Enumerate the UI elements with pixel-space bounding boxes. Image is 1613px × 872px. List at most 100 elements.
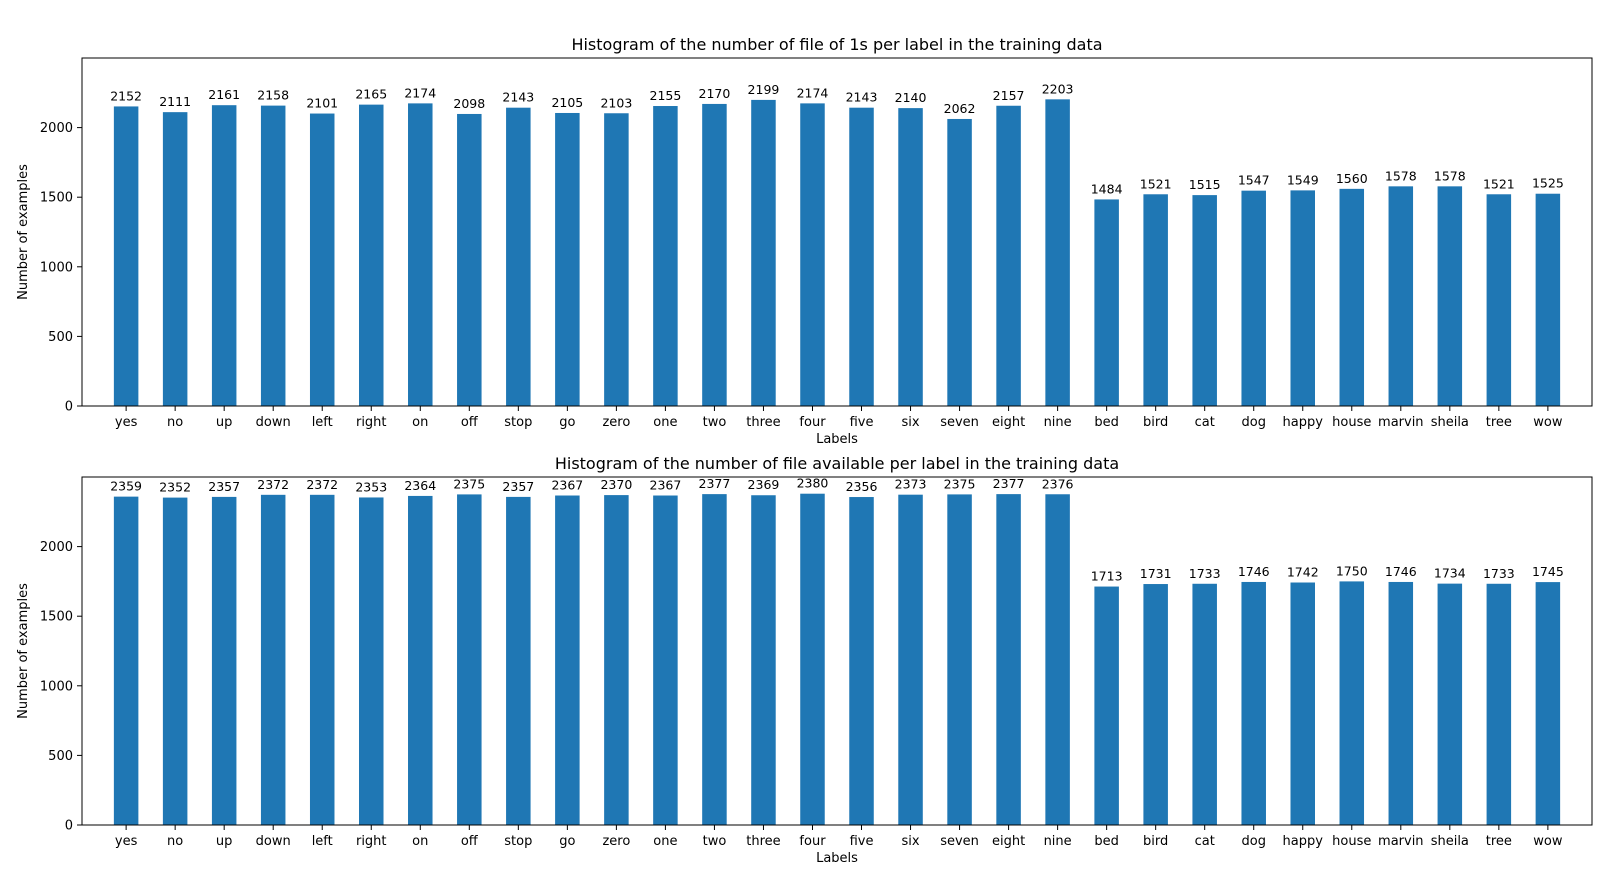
chart-1-data-label-dog: 1547	[1238, 173, 1270, 188]
chart-1-data-label-happy: 1549	[1287, 172, 1319, 187]
chart-2-bar-house	[1339, 581, 1365, 825]
chart-2-bar-no	[162, 497, 188, 825]
chart-2-x-tick-label-six: six	[902, 834, 920, 849]
chart-1-bar-stop	[506, 107, 531, 406]
chart-2-bar-yes	[113, 496, 139, 825]
chart-1-bar-five	[849, 107, 874, 406]
chart-1-x-tick-label-bed: bed	[1094, 415, 1119, 430]
chart-2-data-label-house: 1750	[1336, 563, 1368, 578]
chart-1-x-tick-label-zero: zero	[602, 415, 630, 430]
chart-1-data-label-house: 1560	[1336, 171, 1368, 186]
chart-1-bar-go	[555, 112, 580, 406]
chart-2-bar-stop	[506, 496, 531, 825]
chart-2-bar-nine	[1045, 494, 1070, 825]
chart-1-x-tick-label-bird: bird	[1143, 415, 1168, 430]
chart-2-data-label-tree: 1733	[1483, 566, 1515, 581]
chart-2-bar-five	[849, 497, 874, 825]
chart-1-x-tick-label-cat: cat	[1195, 415, 1215, 430]
chart-1-bar-happy	[1290, 190, 1315, 406]
chart-2-data-label-no: 2352	[159, 480, 191, 495]
chart-2-x-tick-label-down: down	[256, 834, 291, 849]
chart-2-data-label-on: 2364	[404, 478, 436, 493]
chart-2-bar-on	[408, 495, 433, 825]
chart-2-data-label-eight: 2377	[993, 476, 1025, 491]
chart-2-bar-two	[702, 494, 727, 825]
chart-1-data-label-on: 2174	[404, 85, 436, 100]
chart-2-bar-seven	[947, 494, 972, 825]
chart-1-x-tick-label-one: one	[653, 415, 677, 430]
chart-2-bar-happy	[1290, 582, 1315, 825]
chart-1-y-axis-label: Number of examples	[16, 164, 31, 300]
chart-2-x-tick-label-go: go	[559, 834, 575, 849]
chart-1-bar-house	[1339, 188, 1365, 406]
chart-2-x-tick-label-wow: wow	[1533, 834, 1563, 849]
chart-2-y-tick-label-2000: 2000	[40, 540, 73, 555]
chart-1-x-tick-label-right: right	[356, 415, 387, 430]
chart-1-bar-cat	[1192, 195, 1217, 406]
chart-1-bar-yes	[113, 106, 139, 406]
chart-2-x-tick-label-one: one	[653, 834, 677, 849]
chart-2-data-label-one: 2367	[650, 478, 682, 493]
chart-2-x-tick-label-four: four	[799, 834, 826, 849]
chart-1-y-tick-label-1000: 1000	[40, 260, 73, 275]
chart-2-x-tick-label-five: five	[850, 834, 874, 849]
chart-1-bar-marvin	[1388, 186, 1414, 406]
chart-2-data-label-five: 2356	[846, 479, 878, 494]
chart-2-bar-sheila	[1437, 583, 1463, 825]
chart-2-data-label-up: 2357	[208, 479, 240, 494]
chart-1-x-tick-label-off: off	[461, 415, 479, 430]
chart-1-title: Histogram of the number of file of 1s pe…	[571, 35, 1102, 54]
chart-2-bar-zero	[604, 495, 629, 825]
chart-2-bar-bed	[1094, 586, 1119, 825]
chart-2-bar-wow	[1535, 582, 1561, 825]
chart-2-x-tick-label-seven: seven	[940, 834, 979, 849]
chart-2-bar-bird	[1143, 584, 1168, 825]
chart-2-data-label-six: 2373	[895, 477, 927, 492]
chart-1-bar-tree	[1486, 194, 1512, 406]
chart-2-x-tick-label-tree: tree	[1486, 834, 1512, 849]
chart-2-bar-up	[211, 496, 237, 825]
chart-2-bar-right	[359, 497, 384, 825]
chart-2-x-tick-label-nine: nine	[1044, 834, 1072, 849]
chart-1-data-label-nine: 2203	[1042, 81, 1074, 96]
chart-1-data-label-marvin: 1578	[1385, 168, 1417, 183]
chart-2-bar-go	[555, 495, 580, 825]
chart-2-bar-one	[653, 495, 678, 825]
chart-1-y-tick-label-500: 500	[48, 330, 73, 345]
chart-1-bar-one	[653, 106, 678, 407]
chart-1-data-label-stop: 2143	[502, 90, 534, 105]
chart-1-bar-bed	[1094, 199, 1119, 406]
chart-1-data-label-up: 2161	[208, 87, 240, 102]
chart-2-data-label-two: 2377	[699, 476, 731, 491]
chart-1-x-tick-label-no: no	[167, 415, 183, 430]
chart-2-x-tick-label-three: three	[746, 834, 780, 849]
chart-1-bar-three	[751, 99, 776, 407]
chart-2-data-label-down: 2372	[257, 477, 289, 492]
chart-2-bar-four	[800, 493, 825, 825]
chart-1-x-tick-label-happy: happy	[1283, 415, 1324, 430]
chart-1-bar-left	[309, 113, 335, 406]
chart-1-data-label-tree: 1521	[1483, 176, 1515, 191]
chart-2-data-label-stop: 2357	[502, 479, 534, 494]
chart-2-data-label-right: 2353	[355, 479, 387, 494]
chart-1-data-label-bed: 1484	[1091, 181, 1123, 196]
chart-1-data-label-three: 2199	[748, 82, 780, 97]
chart-1-x-tick-label-left: left	[312, 415, 333, 430]
chart-2-x-tick-label-two: two	[703, 834, 727, 849]
chart-1-data-label-six: 2140	[895, 90, 927, 105]
chart-1-bar-dog	[1241, 190, 1266, 406]
chart-1-x-axis-label: Labels	[816, 432, 858, 447]
chart-1-bar-four	[800, 103, 825, 406]
chart-2-x-tick-label-stop: stop	[504, 834, 532, 849]
chart-1-x-tick-label-dog: dog	[1241, 415, 1265, 430]
chart-2-x-tick-label-no: no	[167, 834, 183, 849]
chart-2-data-label-dog: 1746	[1238, 564, 1270, 579]
chart-1-x-tick-label-eight: eight	[992, 415, 1025, 430]
chart-2-bar-left	[309, 494, 335, 825]
chart-1-bar-up	[211, 105, 237, 406]
chart-2-data-label-three: 2369	[748, 477, 780, 492]
chart-1-x-tick-label-four: four	[799, 415, 826, 430]
chart-2-data-label-off: 2375	[453, 476, 485, 491]
